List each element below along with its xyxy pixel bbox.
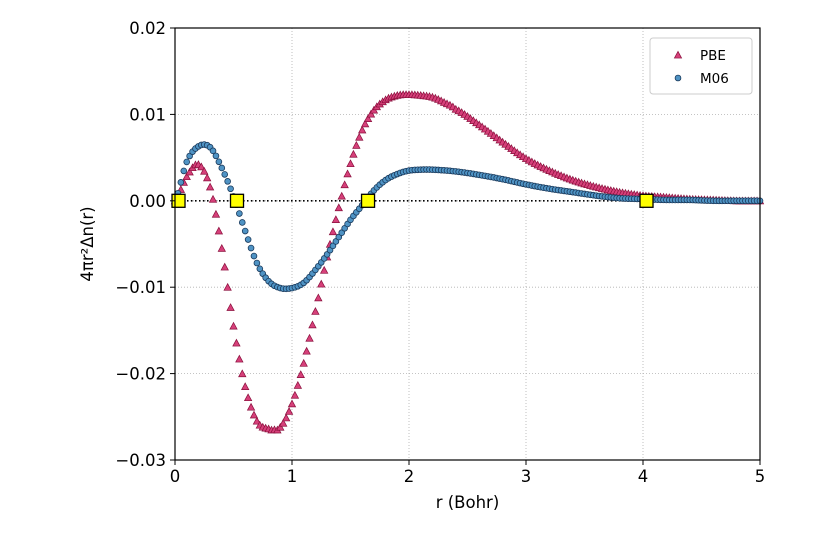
x-tick-label: 3 bbox=[521, 467, 532, 486]
pbe-point bbox=[334, 203, 343, 212]
x-tick-label: 5 bbox=[755, 467, 766, 486]
pbe-point bbox=[311, 307, 320, 315]
pbe-point bbox=[279, 418, 288, 427]
legend-pbe-marker bbox=[673, 50, 683, 59]
pbe-point bbox=[305, 333, 314, 342]
pbe-point bbox=[200, 166, 209, 175]
pbe-point bbox=[214, 226, 224, 235]
pbe-point bbox=[229, 321, 238, 330]
pbe-point bbox=[287, 399, 297, 408]
pbe-point bbox=[252, 416, 262, 425]
pbe-point bbox=[308, 320, 317, 329]
y-tick-label: −0.02 bbox=[115, 365, 166, 384]
pbe-point bbox=[185, 167, 194, 176]
pbe-point bbox=[197, 162, 206, 171]
legend-m06-marker bbox=[674, 74, 682, 82]
pbe-point bbox=[358, 125, 367, 134]
pbe-point bbox=[182, 172, 191, 181]
m06-point bbox=[253, 259, 261, 267]
pbe-point bbox=[319, 265, 329, 274]
pbe-point bbox=[226, 303, 235, 311]
pbe-point bbox=[220, 262, 229, 271]
pbe-point bbox=[202, 173, 212, 182]
y-axis-label: 4πr²Δn(r) bbox=[78, 206, 97, 281]
series-m06 bbox=[171, 141, 764, 293]
m06-point bbox=[247, 244, 255, 252]
pbe-point bbox=[340, 180, 349, 189]
pbe-point bbox=[241, 382, 250, 390]
x-tick-label: 0 bbox=[170, 467, 181, 486]
legend-m06-label: M06 bbox=[700, 71, 729, 87]
m06-point bbox=[212, 152, 220, 160]
zero-crossing-marker bbox=[229, 193, 245, 208]
pbe-point bbox=[284, 407, 294, 415]
pbe-point bbox=[349, 149, 358, 158]
pbe-point bbox=[360, 119, 370, 128]
m06-point bbox=[221, 171, 229, 178]
y-tick-label: 0.02 bbox=[129, 19, 166, 38]
m06-point bbox=[256, 265, 264, 273]
x-tick-label: 1 bbox=[287, 467, 298, 486]
pbe-point bbox=[302, 346, 311, 355]
pbe-point bbox=[366, 109, 376, 118]
pbe-point bbox=[290, 390, 300, 399]
x-axis-label: r (Bohr) bbox=[436, 493, 500, 512]
pbe-point bbox=[223, 282, 232, 291]
pbe-point bbox=[211, 209, 221, 218]
zero-crossing-marker bbox=[360, 193, 376, 208]
ticks: 0 1 2 3 4 5 −0.03 −0.02 −0.01 0.00 0.01 0.02 bbox=[115, 19, 765, 486]
legend: PBE M06 bbox=[649, 37, 753, 95]
pbe-point bbox=[352, 140, 361, 149]
pbe-point bbox=[343, 169, 352, 178]
pbe-point bbox=[346, 159, 355, 168]
m06-point bbox=[227, 185, 234, 193]
y-tick-label: 0.01 bbox=[129, 105, 166, 124]
pbe-point bbox=[246, 402, 256, 411]
pbe-point bbox=[217, 243, 226, 252]
m06-point bbox=[244, 236, 252, 243]
pbe-point bbox=[363, 114, 373, 122]
m06-point bbox=[218, 164, 226, 172]
zero-crossing-marker bbox=[639, 193, 654, 208]
pbe-point bbox=[328, 227, 338, 236]
data-marks bbox=[170, 90, 765, 434]
pbe-point bbox=[235, 354, 244, 363]
pbe-point bbox=[355, 132, 364, 141]
pbe-point bbox=[208, 194, 218, 203]
m06-point bbox=[224, 178, 231, 185]
m06-point bbox=[250, 252, 258, 260]
m06-point bbox=[238, 219, 246, 226]
y-tick-label: 0.00 bbox=[129, 192, 166, 211]
pbe-point bbox=[331, 215, 341, 223]
pbe-point bbox=[232, 338, 241, 347]
m06-point bbox=[177, 179, 185, 186]
pbe-point bbox=[281, 413, 291, 422]
m06-point bbox=[241, 227, 249, 235]
pbe-point bbox=[293, 380, 303, 389]
pbe-point bbox=[238, 369, 247, 378]
pbe-point bbox=[243, 393, 253, 402]
pbe-point bbox=[249, 410, 259, 419]
m06-point bbox=[180, 167, 188, 175]
pbe-point bbox=[314, 293, 323, 302]
pbe-point bbox=[296, 370, 305, 378]
m06-point bbox=[209, 147, 217, 155]
x-tick-label: 2 bbox=[404, 467, 415, 486]
pbe-point bbox=[205, 182, 215, 191]
pbe-point bbox=[317, 279, 326, 288]
pbe-point bbox=[299, 358, 308, 367]
y-tick-label: −0.01 bbox=[115, 278, 166, 297]
m06-point bbox=[236, 210, 243, 217]
pbe-point bbox=[276, 422, 285, 431]
legend-pbe-label: PBE bbox=[700, 48, 726, 64]
m06-point bbox=[183, 158, 191, 166]
x-tick-label: 4 bbox=[638, 467, 649, 486]
m06-point bbox=[215, 158, 223, 166]
plot-frame bbox=[174, 27, 761, 461]
pbe-point bbox=[337, 191, 346, 200]
y-tick-label: −0.03 bbox=[115, 451, 166, 470]
series-pbe bbox=[170, 90, 765, 434]
